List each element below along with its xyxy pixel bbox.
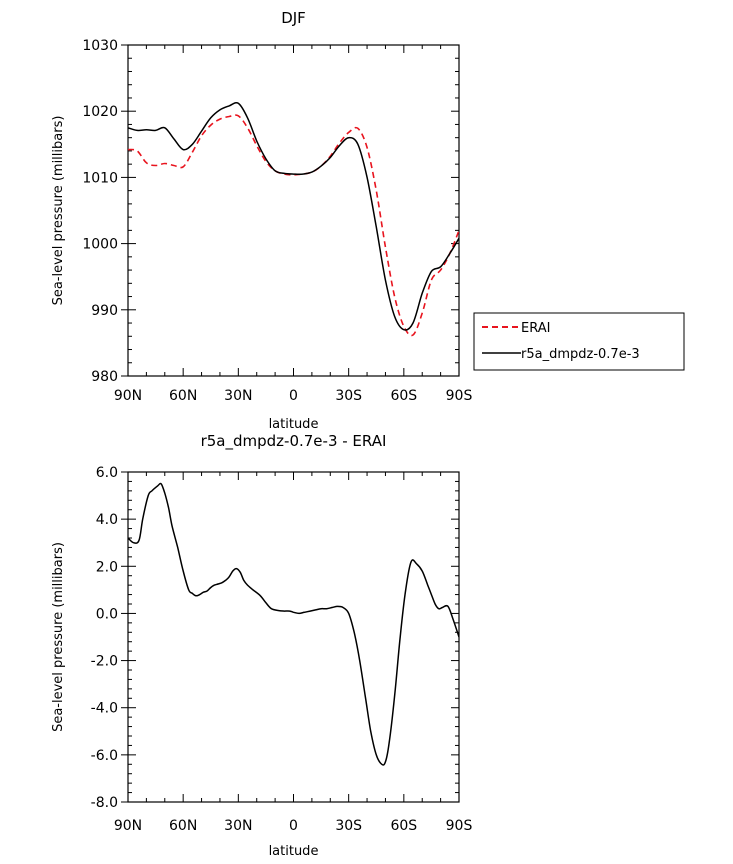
x-tick-label: 90S <box>446 818 473 834</box>
y-tick-label: 0.0 <box>96 606 118 622</box>
legend: ERAI r5a_dmpdz-0.7e-3 <box>473 312 685 371</box>
y-tick-label: 980 <box>91 369 118 385</box>
plot-frame <box>127 471 460 803</box>
chart-title: DJF <box>281 9 306 27</box>
x-tick-label: 30S <box>335 388 362 404</box>
y-tick-label: 1030 <box>82 38 118 54</box>
y-tick-label: -8.0 <box>91 795 118 811</box>
y-tick-label: 1000 <box>82 237 118 253</box>
series-line-erai <box>128 114 459 337</box>
x-axis-label: latitude <box>269 417 319 432</box>
x-tick-label: 0 <box>289 388 298 404</box>
x-tick-label: 90N <box>114 388 142 404</box>
y-tick-label: 4.0 <box>96 512 118 528</box>
legend-box <box>473 312 685 371</box>
x-tick-label: 60N <box>169 818 197 834</box>
y-axis-label: Sea-level pressure (millibars) <box>51 116 66 306</box>
y-tick-label: 990 <box>91 303 118 319</box>
y-tick-label: -4.0 <box>91 701 118 717</box>
x-tick-label: 0 <box>289 818 298 834</box>
x-tick-label: 60S <box>390 818 417 834</box>
legend-label-erai: ERAI <box>521 321 550 336</box>
x-tick-label: 60S <box>390 388 417 404</box>
y-tick-label: -6.0 <box>91 748 118 764</box>
x-tick-label: 30N <box>224 388 252 404</box>
x-tick-label: 90N <box>114 818 142 834</box>
chart-title: r5a_dmpdz-0.7e-3 - ERAI <box>201 432 387 451</box>
legend-label-r5a: r5a_dmpdz-0.7e-3 <box>521 347 640 362</box>
y-tick-label: 2.0 <box>96 559 118 575</box>
x-tick-label: 30S <box>335 818 362 834</box>
top-panel: DJF 90N 60N 30N 0 30S 60S 90S 980 990 1000 1010 1020… <box>51 9 472 432</box>
y-axis-label: Sea-level pressure (millibars) <box>51 542 66 732</box>
y-tick-label: 1020 <box>82 104 118 120</box>
x-tick-label: 30N <box>224 818 252 834</box>
y-tick-label: -2.0 <box>91 654 118 670</box>
x-tick-label: 60N <box>169 388 197 404</box>
series-line-r5a-dmpdz-0-7e-3 <box>128 101 459 331</box>
series-line-difference <box>128 482 459 766</box>
x-axis-label: latitude <box>269 844 319 859</box>
plot-frame <box>127 44 460 377</box>
y-tick-label: 1010 <box>82 170 118 186</box>
bottom-panel: r5a_dmpdz-0.7e-3 - ERAI 90N 60N 30N 0 30S 60S 9… <box>51 432 472 859</box>
x-tick-label: 90S <box>446 388 473 404</box>
y-tick-label: 6.0 <box>96 465 118 481</box>
